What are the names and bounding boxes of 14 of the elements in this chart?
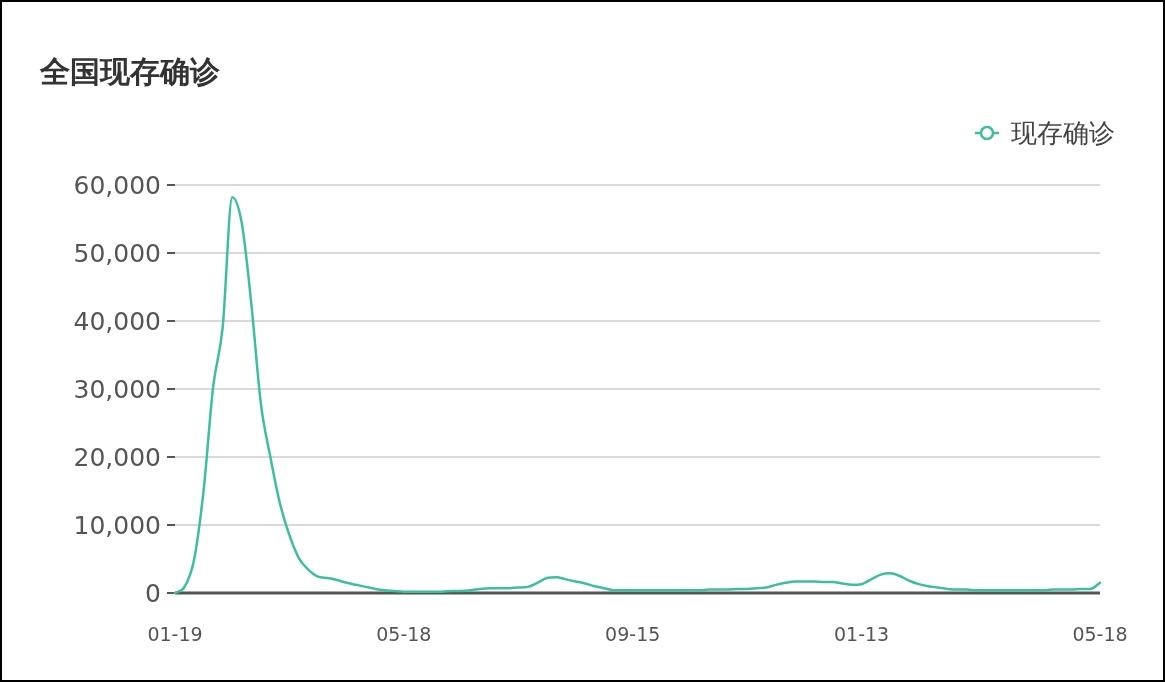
y-tick-label: 0 [145, 579, 161, 608]
x-tick-label: 01-13 [833, 623, 890, 645]
legend-label: 现存确诊 [1011, 118, 1115, 148]
y-tick-label: 40,000 [73, 307, 161, 336]
x-tick-label: 05-18 [1072, 623, 1128, 645]
y-tick-label: 10,000 [73, 511, 161, 540]
y-tick-label: 50,000 [73, 239, 161, 268]
x-tick-label: 09-15 [605, 623, 661, 645]
x-tick-label: 05-18 [376, 623, 432, 645]
y-tick-label: 20,000 [73, 443, 161, 472]
y-tick-label: 30,000 [73, 375, 161, 404]
x-tick-label: 01-19 [147, 623, 203, 645]
y-tick-label: 60,000 [73, 171, 161, 200]
chart-title: 全国现存确诊 [39, 54, 221, 89]
